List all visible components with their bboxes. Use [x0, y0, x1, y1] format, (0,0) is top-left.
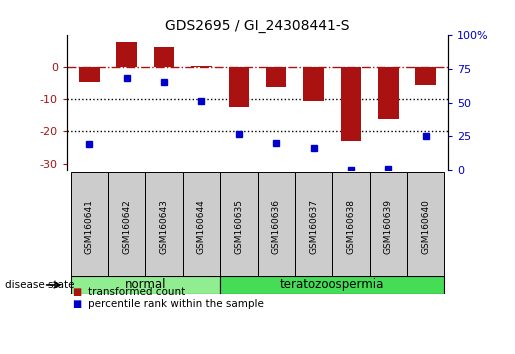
Bar	[258, 172, 295, 281]
Bar	[378, 67, 399, 119]
Bar	[145, 172, 183, 281]
Bar	[229, 67, 249, 108]
Bar	[303, 67, 324, 101]
Bar	[183, 172, 220, 281]
Bar	[108, 172, 145, 281]
Text: teratozoospermia: teratozoospermia	[280, 279, 384, 291]
Bar	[416, 67, 436, 85]
Bar	[191, 66, 212, 67]
Text: GSM160635: GSM160635	[234, 199, 243, 254]
Bar	[340, 67, 361, 141]
Bar	[266, 67, 286, 87]
Text: GSM160641: GSM160641	[85, 199, 94, 254]
Text: GSM160636: GSM160636	[272, 199, 281, 254]
Text: ■: ■	[72, 287, 81, 297]
Bar	[116, 42, 137, 67]
Text: percentile rank within the sample: percentile rank within the sample	[88, 299, 264, 309]
Title: GDS2695 / GI_24308441-S: GDS2695 / GI_24308441-S	[165, 19, 350, 33]
Bar	[220, 172, 258, 281]
Text: GSM160644: GSM160644	[197, 199, 206, 254]
Bar	[79, 67, 99, 82]
Text: normal: normal	[125, 279, 166, 291]
Text: GSM160638: GSM160638	[347, 199, 355, 254]
Bar	[407, 172, 444, 281]
Bar	[71, 276, 220, 294]
Bar	[370, 172, 407, 281]
Text: transformed count: transformed count	[88, 287, 185, 297]
Bar	[220, 276, 444, 294]
Text: disease state: disease state	[5, 280, 75, 290]
Text: GSM160642: GSM160642	[122, 199, 131, 254]
Text: ■: ■	[72, 299, 81, 309]
Bar	[154, 47, 175, 67]
Text: GSM160637: GSM160637	[309, 199, 318, 254]
Bar	[295, 172, 332, 281]
Text: GSM160640: GSM160640	[421, 199, 430, 254]
Text: GSM160639: GSM160639	[384, 199, 393, 254]
Text: GSM160643: GSM160643	[160, 199, 168, 254]
Bar	[332, 172, 370, 281]
Bar	[71, 172, 108, 281]
